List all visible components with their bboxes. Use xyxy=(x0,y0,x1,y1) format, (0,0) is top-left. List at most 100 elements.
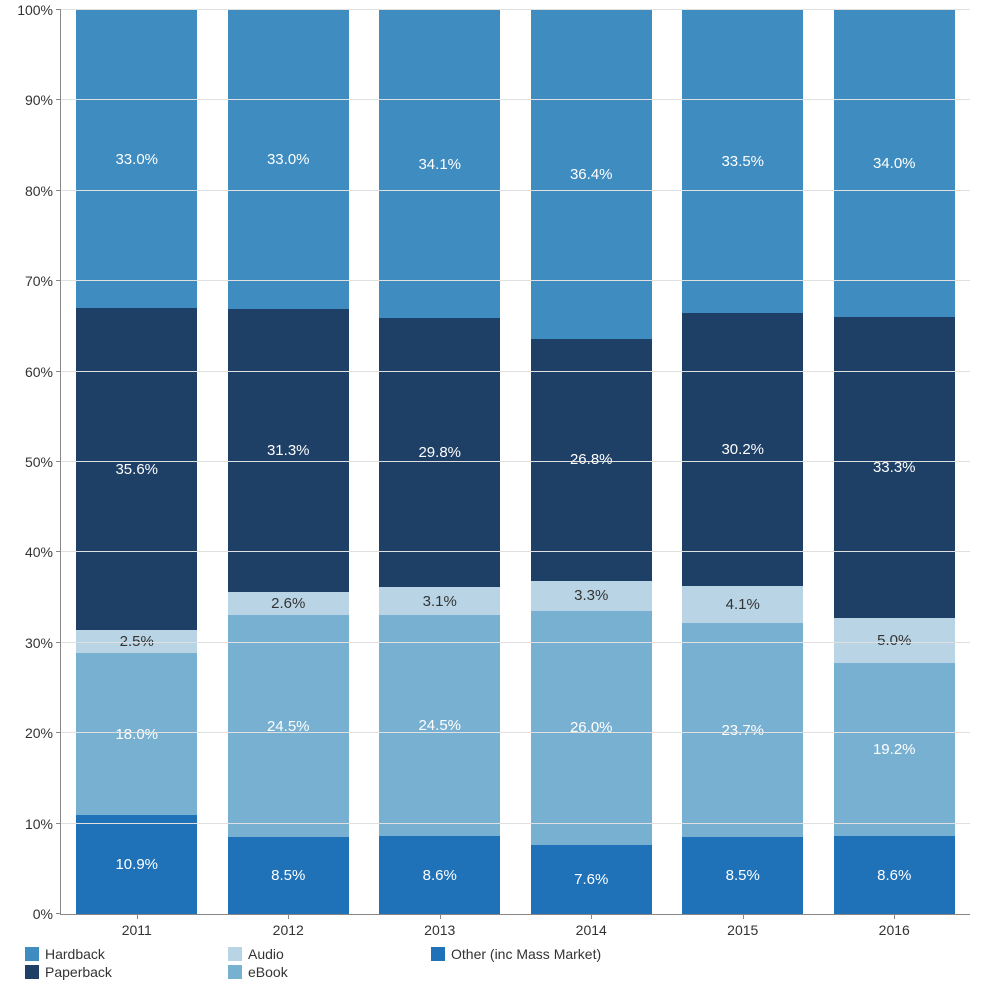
bar-segment-other: 10.9% xyxy=(76,815,197,914)
xtick-mark xyxy=(288,914,289,919)
xtick-mark xyxy=(440,914,441,919)
ytick-mark xyxy=(56,190,61,191)
bar-column: 8.6%19.2%5.0%33.3%34.0%2016 xyxy=(834,10,955,914)
ytick-label: 40% xyxy=(25,544,53,560)
ytick-label: 60% xyxy=(25,364,53,380)
bar-segment-audio: 5.0% xyxy=(834,618,955,663)
stacked-bar-chart: 10.9%18.0%2.5%35.6%33.0%20118.5%24.5%2.6… xyxy=(60,10,970,915)
bar-segment-ebook: 24.5% xyxy=(379,615,500,836)
legend-item-other: Other (inc Mass Market) xyxy=(431,946,731,962)
bar-segment-hardback: 33.0% xyxy=(76,10,197,308)
bar-segment-audio: 3.3% xyxy=(531,581,652,611)
gridline xyxy=(61,551,970,552)
bar-column: 8.5%24.5%2.6%31.3%33.0%2012 xyxy=(228,10,349,914)
ytick-mark xyxy=(56,99,61,100)
bar-segment-ebook: 24.5% xyxy=(228,615,349,837)
legend-item-paperback: Paperback xyxy=(25,964,220,980)
xtick-label: 2014 xyxy=(576,922,607,938)
bar-segment-audio: 4.1% xyxy=(682,586,803,623)
legend-item-ebook: eBook xyxy=(228,964,423,980)
bar-segment-hardback: 33.5% xyxy=(682,10,803,313)
ytick-label: 80% xyxy=(25,183,53,199)
bar-segment-other: 8.5% xyxy=(682,837,803,914)
gridline xyxy=(61,461,970,462)
ytick-label: 0% xyxy=(33,906,53,922)
ytick-mark xyxy=(56,461,61,462)
xtick-label: 2013 xyxy=(424,922,455,938)
ytick-mark xyxy=(56,823,61,824)
legend-swatch xyxy=(228,947,242,961)
plot-area: 10.9%18.0%2.5%35.6%33.0%20118.5%24.5%2.6… xyxy=(60,10,970,915)
legend-label: Hardback xyxy=(45,946,105,962)
bar-column: 7.6%26.0%3.3%26.8%36.4%2014 xyxy=(531,10,652,914)
ytick-label: 70% xyxy=(25,273,53,289)
ytick-label: 20% xyxy=(25,725,53,741)
bar-segment-hardback: 36.4% xyxy=(531,10,652,339)
xtick-mark xyxy=(894,914,895,919)
legend-row: Paperback eBook xyxy=(25,964,965,980)
bar-segment-other: 8.6% xyxy=(834,836,955,914)
legend-swatch xyxy=(25,947,39,961)
legend: Hardback Audio Other (inc Mass Market) Pape… xyxy=(25,946,965,982)
bar-segment-paperback: 29.8% xyxy=(379,318,500,587)
ytick-mark xyxy=(56,551,61,552)
bar-segment-paperback: 31.3% xyxy=(228,309,349,592)
bar-segment-other: 7.6% xyxy=(531,845,652,914)
xtick-label: 2012 xyxy=(273,922,304,938)
gridline xyxy=(61,9,970,10)
bar-segment-audio: 3.1% xyxy=(379,587,500,615)
bar-segment-hardback: 34.1% xyxy=(379,10,500,318)
gridline xyxy=(61,280,970,281)
ytick-label: 30% xyxy=(25,635,53,651)
bar-segment-paperback: 26.8% xyxy=(531,339,652,581)
ytick-label: 50% xyxy=(25,454,53,470)
xtick-label: 2015 xyxy=(727,922,758,938)
ytick-mark xyxy=(56,732,61,733)
ytick-label: 10% xyxy=(25,816,53,832)
bar-segment-other: 8.5% xyxy=(228,837,349,914)
xtick-label: 2011 xyxy=(122,922,152,938)
legend-label: Paperback xyxy=(45,964,112,980)
legend-row: Hardback Audio Other (inc Mass Market) xyxy=(25,946,965,962)
ytick-label: 100% xyxy=(17,2,53,18)
legend-item-hardback: Hardback xyxy=(25,946,220,962)
bar-segment-ebook: 26.0% xyxy=(531,611,652,846)
ytick-mark xyxy=(56,9,61,10)
ytick-mark xyxy=(56,280,61,281)
bars-row: 10.9%18.0%2.5%35.6%33.0%20118.5%24.5%2.6… xyxy=(61,10,970,914)
gridline xyxy=(61,732,970,733)
ytick-mark xyxy=(56,371,61,372)
xtick-mark xyxy=(137,914,138,919)
bar-segment-ebook: 23.7% xyxy=(682,623,803,837)
bar-column: 10.9%18.0%2.5%35.6%33.0%2011 xyxy=(76,10,197,914)
legend-label: eBook xyxy=(248,964,288,980)
legend-item-audio: Audio xyxy=(228,946,423,962)
bar-segment-audio: 2.6% xyxy=(228,592,349,616)
bar-segment-hardback: 33.0% xyxy=(228,10,349,309)
bar-segment-paperback: 30.2% xyxy=(682,313,803,586)
bar-column: 8.5%23.7%4.1%30.2%33.5%2015 xyxy=(682,10,803,914)
bar-segment-ebook: 18.0% xyxy=(76,653,197,816)
legend-label: Audio xyxy=(248,946,284,962)
ytick-mark xyxy=(56,913,61,914)
gridline xyxy=(61,642,970,643)
bar-segment-paperback: 35.6% xyxy=(76,308,197,630)
xtick-mark xyxy=(743,914,744,919)
gridline xyxy=(61,190,970,191)
legend-label: Other (inc Mass Market) xyxy=(451,946,601,962)
xtick-label: 2016 xyxy=(879,922,910,938)
gridline xyxy=(61,99,970,100)
gridline xyxy=(61,371,970,372)
ytick-label: 90% xyxy=(25,92,53,108)
bar-segment-paperback: 33.3% xyxy=(834,317,955,618)
bar-column: 8.6%24.5%3.1%29.8%34.1%2013 xyxy=(379,10,500,914)
bar-segment-other: 8.6% xyxy=(379,836,500,914)
bar-segment-ebook: 19.2% xyxy=(834,663,955,836)
legend-swatch xyxy=(25,965,39,979)
xtick-mark xyxy=(591,914,592,919)
gridline xyxy=(61,823,970,824)
legend-swatch xyxy=(431,947,445,961)
legend-swatch xyxy=(228,965,242,979)
ytick-mark xyxy=(56,642,61,643)
bar-segment-hardback: 34.0% xyxy=(834,10,955,317)
